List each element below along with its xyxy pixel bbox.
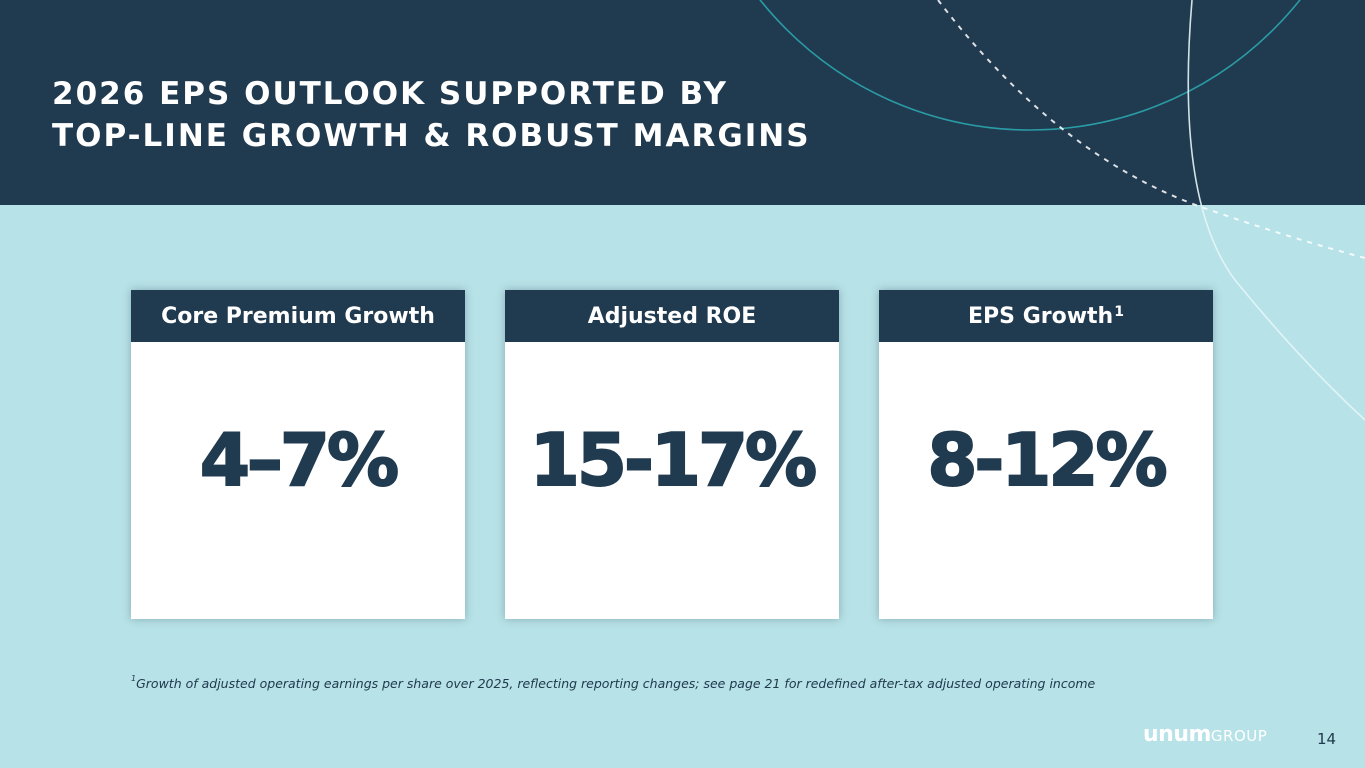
logo-mark: unum: [1143, 722, 1211, 747]
logo-group-text: GROUP: [1210, 727, 1268, 745]
card-header: EPS Growth 1: [879, 290, 1213, 342]
footnote: 1Growth of adjusted operating earnings p…: [131, 673, 1096, 691]
footnote-marker: 1: [131, 673, 137, 683]
card-value: 8-12%: [926, 417, 1168, 503]
card-core-premium-growth: Core Premium Growth 4–7%: [131, 290, 465, 619]
page-title-line-2: TOP-LINE GROWTH & ROBUST MARGINS: [52, 118, 811, 154]
card-value: 4–7%: [199, 417, 400, 503]
page-title: 2026 EPS OUTLOOK SUPPORTED BY TOP-LINE G…: [52, 73, 811, 157]
card-label: EPS Growth: [968, 303, 1114, 329]
card-label: Adjusted ROE: [587, 303, 757, 329]
card-adjusted-roe: Adjusted ROE 15-17%: [505, 290, 839, 619]
card-value: 15-17%: [529, 417, 818, 503]
company-logo: unum GROUP: [1143, 722, 1267, 747]
card-label: Core Premium Growth: [161, 303, 435, 329]
page-title-line-1: 2026 EPS OUTLOOK SUPPORTED BY: [52, 76, 728, 112]
page-number: 14: [1317, 730, 1337, 748]
footnote-text: Growth of adjusted operating earnings pe…: [136, 676, 1096, 691]
card-header: Core Premium Growth: [131, 290, 465, 342]
card-eps-growth: EPS Growth 1 8-12%: [879, 290, 1213, 619]
card-header: Adjusted ROE: [505, 290, 839, 342]
